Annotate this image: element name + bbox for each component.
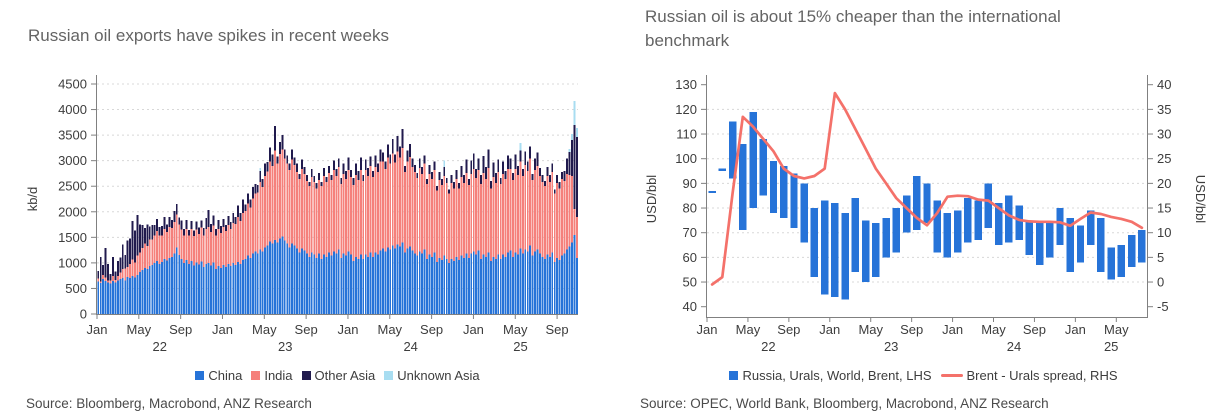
svg-text:0: 0 [80, 307, 87, 322]
svg-text:24: 24 [1007, 339, 1021, 354]
svg-text:25: 25 [513, 339, 527, 354]
left-chart-axes: 0 500 1000 1500 2000 2500 3000 3500 4000 4500 Jan M… [58, 75, 578, 354]
svg-text:May: May [858, 322, 883, 337]
svg-text:May: May [378, 322, 403, 337]
legend-item-russia-urals-world-brent-lhs: Russia, Urals, World, Brent, LHS [729, 368, 932, 383]
svg-text:25: 25 [1157, 151, 1171, 166]
svg-text:1000: 1000 [58, 255, 87, 270]
legend-label: Brent - Urals spread, RHS [966, 368, 1118, 383]
legend-label: India [264, 368, 293, 383]
svg-text:May: May [981, 322, 1006, 337]
svg-text:22: 22 [761, 339, 775, 354]
left-chart-legend: China India Other Asia Unknown Asia [97, 368, 578, 383]
china-swatch-icon [195, 371, 205, 380]
svg-text:35: 35 [1157, 102, 1171, 117]
svg-text:50: 50 [683, 275, 697, 290]
russia-urals-world-brent-lhs-swatch-icon [729, 371, 739, 380]
svg-text:May: May [252, 322, 277, 337]
svg-text:23: 23 [884, 339, 898, 354]
svg-text:Sep: Sep [546, 322, 569, 337]
svg-text:30: 30 [1157, 127, 1171, 142]
svg-text:Jan: Jan [212, 322, 233, 337]
svg-text:Jan: Jan [463, 322, 484, 337]
legend-item-brent-urals-spread-rhs: Brent - Urals spread, RHS [940, 368, 1118, 383]
svg-text:25: 25 [1104, 339, 1118, 354]
legend-label: Unknown Asia [397, 368, 480, 383]
right-chart-spread-line [710, 91, 1144, 286]
svg-text:23: 23 [278, 339, 292, 354]
legend-label: Other Asia [314, 368, 376, 383]
svg-text:4000: 4000 [58, 102, 87, 117]
svg-text:1500: 1500 [58, 230, 87, 245]
svg-text:500: 500 [65, 281, 87, 296]
svg-text:120: 120 [675, 102, 697, 117]
svg-text:22: 22 [153, 339, 167, 354]
svg-text:Jan: Jan [87, 322, 108, 337]
legend-label: Russia, Urals, World, Brent, LHS [742, 368, 932, 383]
legend-item-other-asia: Other Asia [301, 368, 376, 383]
svg-text:24: 24 [403, 339, 417, 354]
svg-text:3500: 3500 [58, 128, 87, 143]
right-chart-title: Russian oil is about 15% cheaper than th… [645, 7, 1061, 50]
svg-text:May: May [503, 322, 528, 337]
left-chart-title: Russian oil exports have spikes in recen… [28, 26, 389, 45]
svg-text:4500: 4500 [58, 77, 87, 92]
svg-text:40: 40 [683, 299, 697, 314]
right-chart-right-y-axis-label: USD/bbl [1193, 174, 1208, 224]
legend-label: China [208, 368, 243, 383]
svg-text:May: May [1104, 322, 1129, 337]
svg-text:Sep: Sep [900, 322, 923, 337]
svg-text:Jan: Jan [337, 322, 358, 337]
right-chart-source: Source: OPEC, World Bank, Bloomberg, Mac… [640, 396, 1049, 411]
svg-text:3000: 3000 [58, 153, 87, 168]
svg-text:2500: 2500 [58, 179, 87, 194]
svg-text:2000: 2000 [58, 204, 87, 219]
svg-text:Sep: Sep [420, 322, 443, 337]
svg-text:20: 20 [1157, 176, 1171, 191]
left-chart-bars [97, 100, 578, 314]
svg-text:60: 60 [683, 250, 697, 265]
svg-text:90: 90 [683, 176, 697, 191]
svg-text:Jan: Jan [819, 322, 840, 337]
svg-text:May: May [127, 322, 152, 337]
svg-text:Sep: Sep [777, 322, 800, 337]
svg-text:100: 100 [675, 151, 697, 166]
svg-text:Sep: Sep [295, 322, 318, 337]
svg-text:Jan: Jan [1065, 322, 1086, 337]
legend-item-unknown-asia: Unknown Asia [384, 368, 480, 383]
left-chart-y-axis-label: kb/d [25, 186, 40, 212]
svg-text:110: 110 [676, 127, 697, 142]
legend-item-india: India [251, 368, 293, 383]
svg-text:0: 0 [1157, 275, 1164, 290]
svg-text:10: 10 [1157, 225, 1171, 240]
unknown-asia-swatch-icon [384, 371, 394, 380]
svg-text:Jan: Jan [942, 322, 963, 337]
india-swatch-icon [251, 371, 261, 380]
svg-text:5: 5 [1157, 250, 1164, 265]
svg-text:130: 130 [675, 77, 697, 92]
svg-text:-5: -5 [1157, 299, 1169, 314]
svg-text:Sep: Sep [1023, 322, 1046, 337]
legend-item-china: China [195, 368, 242, 383]
left-chart-source: Source: Bloomberg, Macrobond, ANZ Resear… [26, 396, 312, 411]
svg-text:80: 80 [683, 201, 697, 216]
svg-text:15: 15 [1157, 201, 1171, 216]
right-chart-left-y-axis-label: USD/bbl [644, 174, 659, 224]
other-asia-swatch-icon [301, 371, 311, 380]
svg-text:Sep: Sep [169, 322, 192, 337]
brent-urals-spread-rhs-swatch-icon [940, 374, 963, 377]
svg-text:May: May [736, 322, 761, 337]
svg-text:70: 70 [683, 225, 697, 240]
right-chart-range-bars [708, 111, 1146, 300]
right-chart-axes: 40 50 60 70 80 90 100 110 120 130 -5 0 5 10 15 20 25 30 35… [675, 75, 1171, 354]
svg-text:Jan: Jan [697, 322, 718, 337]
right-chart-legend: Russia, Urals, World, Brent, LHS Brent - … [700, 368, 1147, 383]
svg-text:40: 40 [1157, 77, 1171, 92]
